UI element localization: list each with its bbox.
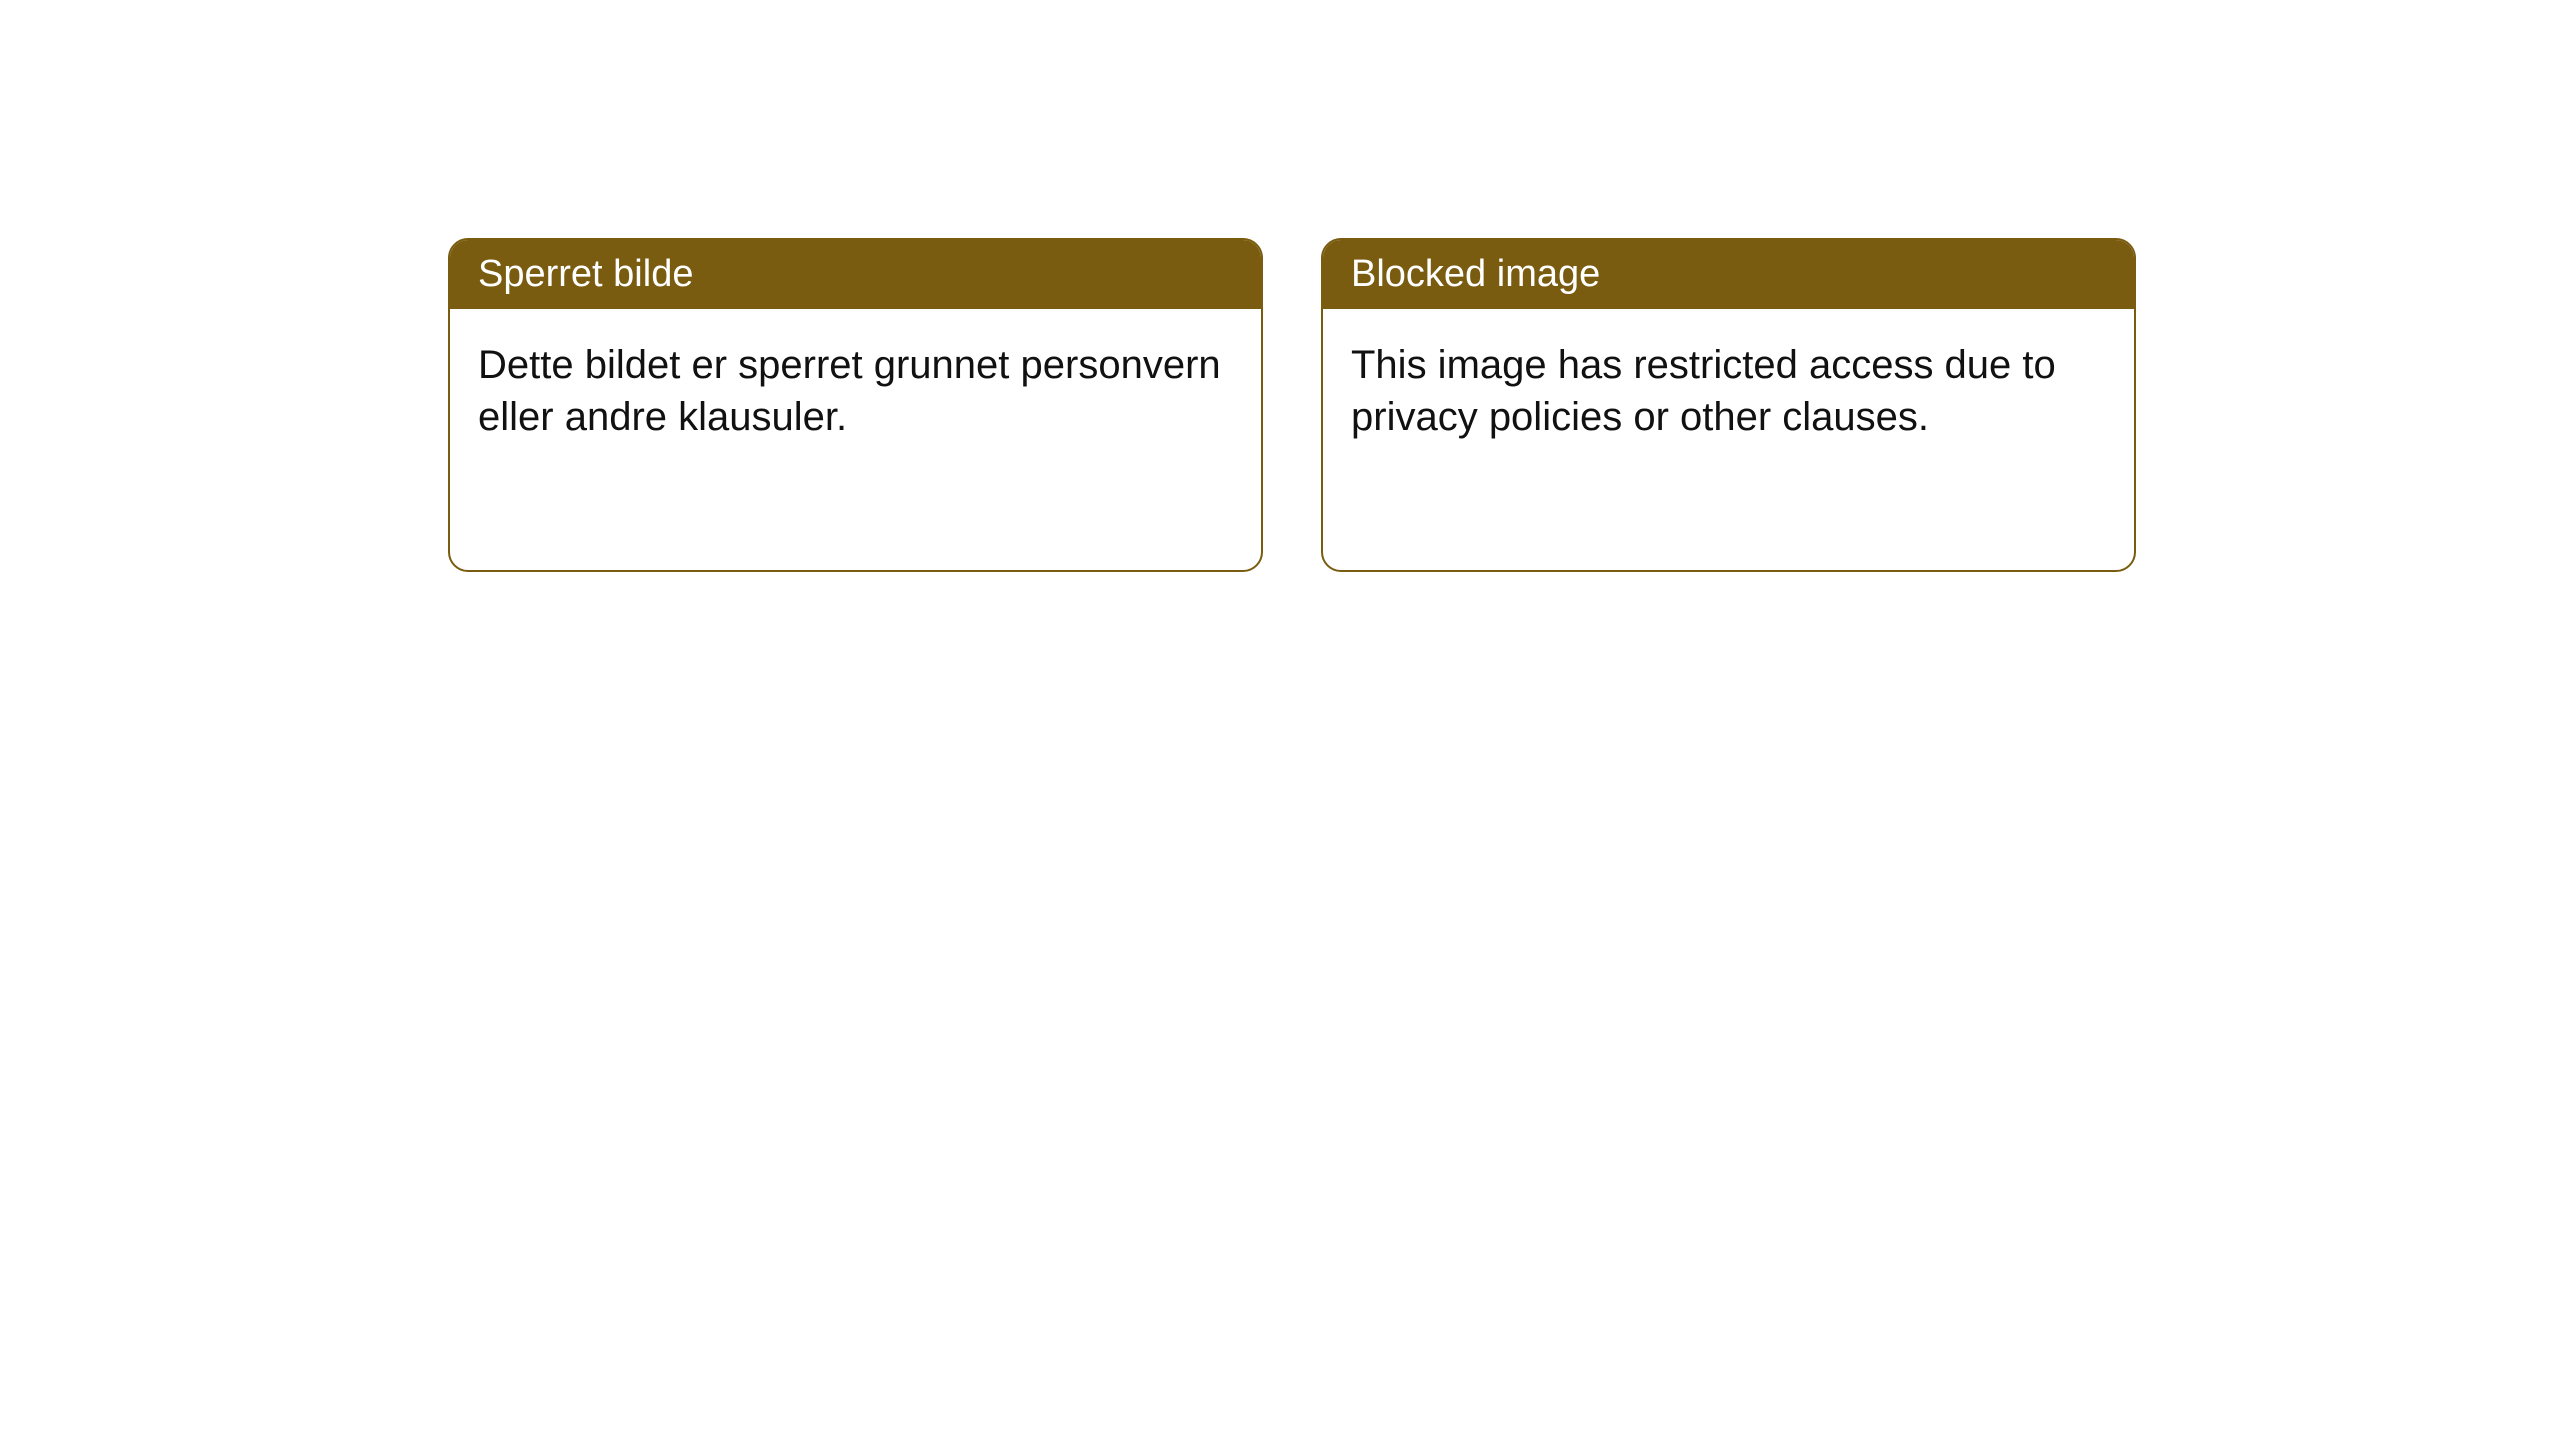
notice-body: This image has restricted access due to … — [1323, 309, 2134, 473]
notice-body-text: This image has restricted access due to … — [1351, 343, 2056, 439]
notice-title: Blocked image — [1351, 253, 1600, 295]
notice-header: Blocked image — [1323, 240, 2134, 309]
notice-container: Sperret bilde Dette bildet er sperret gr… — [0, 0, 2560, 572]
notice-card-english: Blocked image This image has restricted … — [1321, 238, 2136, 572]
notice-body-text: Dette bildet er sperret grunnet personve… — [478, 343, 1221, 439]
notice-card-norwegian: Sperret bilde Dette bildet er sperret gr… — [448, 238, 1263, 572]
notice-header: Sperret bilde — [450, 240, 1261, 309]
notice-title: Sperret bilde — [478, 253, 693, 295]
notice-body: Dette bildet er sperret grunnet personve… — [450, 309, 1261, 473]
